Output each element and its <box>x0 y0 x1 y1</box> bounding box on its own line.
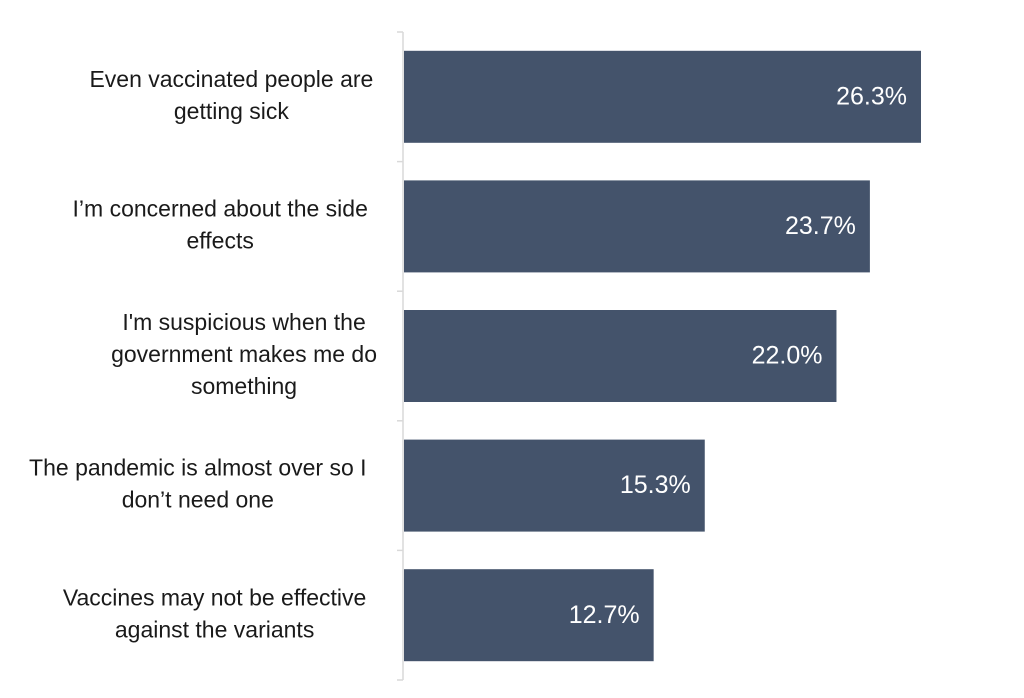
bar <box>404 310 837 402</box>
category-label: Even vaccinated people are getting sick <box>89 66 373 124</box>
category-label-line: getting sick <box>174 98 290 124</box>
category-label-line: government makes me do <box>111 341 377 367</box>
category-label-line: I'm suspicious when the <box>122 309 365 335</box>
category-labels-group: Even vaccinated people are getting sick I’… <box>29 66 377 642</box>
value-label: 15.3% <box>620 471 691 499</box>
category-label-line: I’m concerned about the side <box>73 195 368 221</box>
value-label: 23.7% <box>785 212 856 240</box>
category-label-line: The pandemic is almost over so I <box>29 455 366 481</box>
category-label-line: Even vaccinated people are <box>89 66 373 92</box>
category-label: I’m concerned about the side effects <box>73 195 368 253</box>
category-label-line: Vaccines may not be effective <box>63 584 366 610</box>
category-label: The pandemic is almost over so I don’t ne… <box>29 455 366 513</box>
value-label: 26.3% <box>836 82 907 110</box>
category-label-line: against the variants <box>115 616 314 642</box>
bar <box>404 569 654 662</box>
category-label: I'm suspicious when the government makes … <box>111 309 377 399</box>
category-label-line: something <box>191 373 297 399</box>
value-label: 22.0% <box>752 342 823 370</box>
category-label-line: don’t need one <box>122 487 274 513</box>
value-label: 12.7% <box>569 601 640 629</box>
value-labels-group: 26.3% 23.7% 22.0% 15.3% 12.7% <box>569 82 907 628</box>
bars-group <box>404 50 921 662</box>
bar <box>404 50 921 143</box>
bar <box>404 180 870 273</box>
category-axis <box>397 31 404 681</box>
category-label: Vaccines may not be effective against the… <box>63 584 366 642</box>
category-label-line: effects <box>187 227 254 253</box>
bar <box>404 439 705 532</box>
